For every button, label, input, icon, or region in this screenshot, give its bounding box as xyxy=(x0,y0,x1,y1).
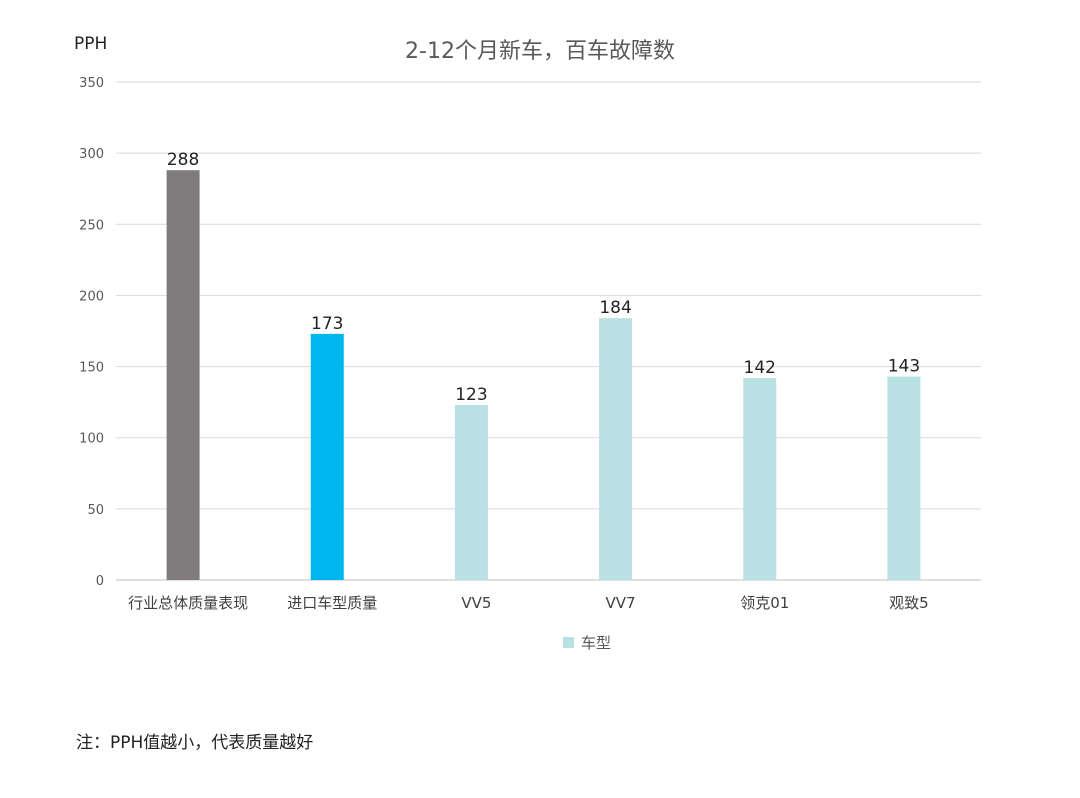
y-tick-label: 150 xyxy=(79,361,104,376)
x-tick-label: 观致5 xyxy=(889,594,929,612)
data-label: 184 xyxy=(599,298,631,318)
y-tick-label: 50 xyxy=(87,503,104,518)
data-label: 288 xyxy=(167,150,199,170)
data-label: 173 xyxy=(311,314,343,334)
data-labels: 288 173 123 184 142 143 xyxy=(167,150,920,405)
bar xyxy=(599,318,633,580)
chart-title: 2-12个月新车，百车故障数 xyxy=(405,39,675,64)
x-tick-label: VV7 xyxy=(606,594,636,612)
bar xyxy=(166,170,200,580)
bars xyxy=(166,170,921,580)
y-tick-label: 350 xyxy=(79,76,104,91)
y-tick-label: 0 xyxy=(96,574,104,589)
category-labels: 行业总体质量表现 进口车型质量 VV5 VV7 领克01 观致5 xyxy=(128,594,929,612)
x-tick-label: 进口车型质量 xyxy=(287,594,377,612)
data-label: 123 xyxy=(455,385,487,405)
bar-chart: 2-12个月新车，百车故障数 PPH 0 50 100 150 200 250 300 350… xyxy=(74,34,981,652)
x-tick-label: 领克01 xyxy=(740,594,789,612)
y-axis-ticks: 0 50 100 150 200 250 300 350 xyxy=(79,76,104,589)
data-label: 142 xyxy=(744,358,776,378)
bar xyxy=(743,377,777,580)
footnote: 注：PPH值越小，代表质量越好 xyxy=(76,733,314,753)
y-tick-label: 100 xyxy=(79,432,104,447)
legend-swatch xyxy=(563,637,574,648)
legend: 车型 xyxy=(563,634,611,652)
y-tick-label: 300 xyxy=(79,147,104,162)
legend-label: 车型 xyxy=(581,634,611,652)
gridlines xyxy=(116,81,981,581)
x-tick-label: VV5 xyxy=(461,594,491,612)
y-tick-label: 250 xyxy=(79,218,104,233)
bar xyxy=(310,333,344,580)
x-tick-label: 行业总体质量表现 xyxy=(128,594,248,612)
bar xyxy=(454,404,488,580)
y-tick-label: 200 xyxy=(79,289,104,304)
y-axis-label: PPH xyxy=(74,34,107,54)
bar xyxy=(887,376,921,580)
data-label: 143 xyxy=(888,357,920,377)
